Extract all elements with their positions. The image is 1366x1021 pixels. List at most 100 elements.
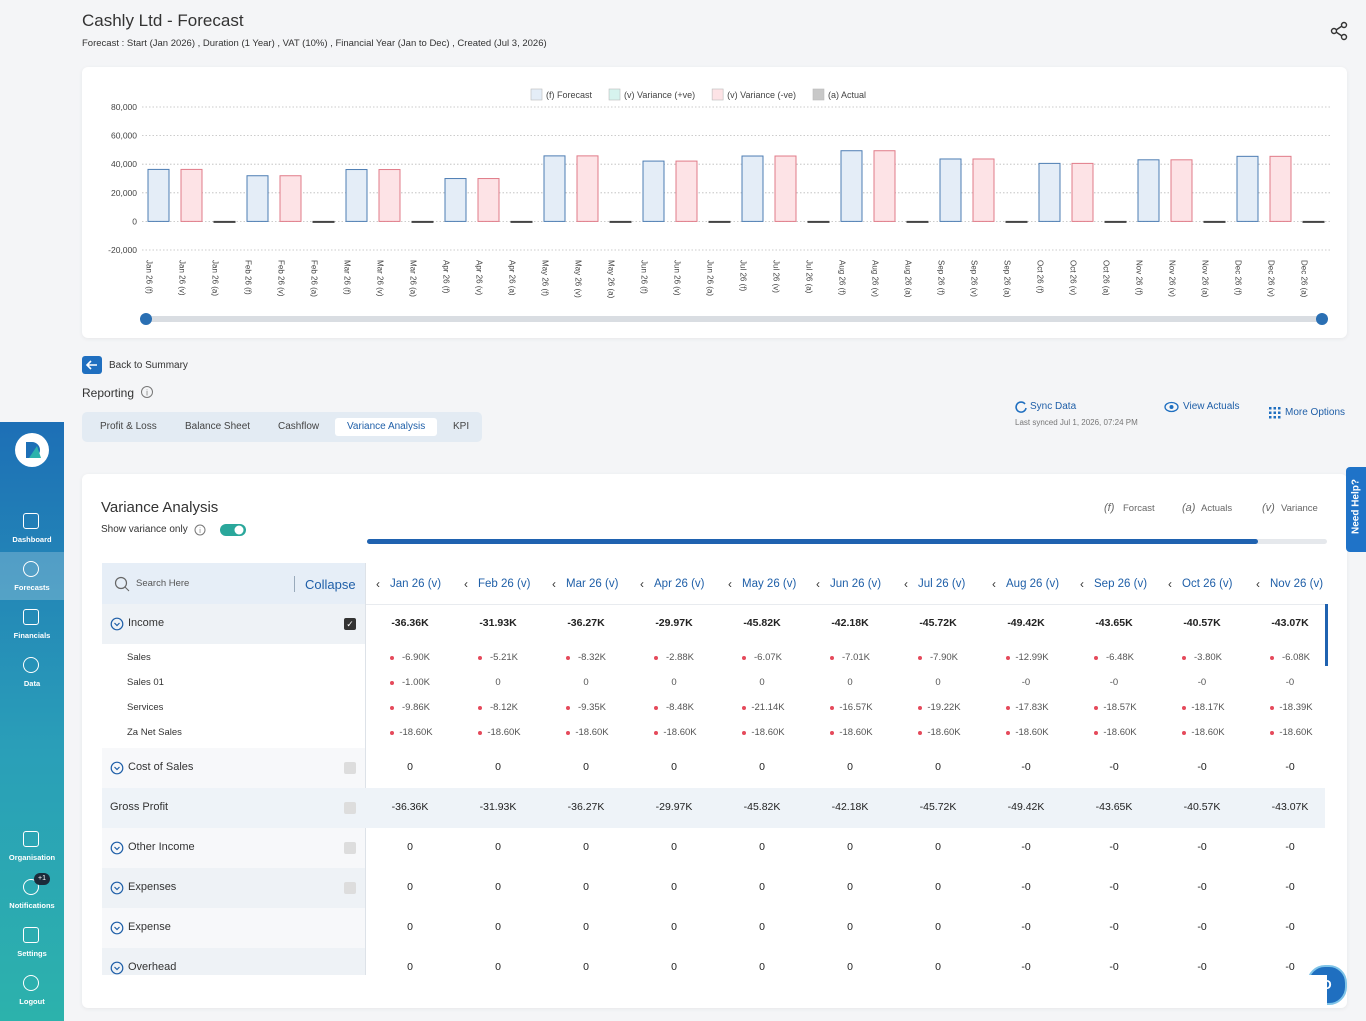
nav-icon[interactable] — [23, 561, 39, 577]
range-handle[interactable] — [140, 313, 152, 325]
row-checkbox[interactable] — [344, 802, 356, 814]
toggle[interactable]: i — [193, 523, 249, 537]
scroll-thumb[interactable] — [367, 539, 1258, 544]
column-header[interactable]: May 26 (v) — [742, 578, 797, 590]
nav-label[interactable]: Logout — [19, 997, 45, 1006]
legend-label: (f) Forecast — [546, 90, 593, 100]
column-header[interactable]: Feb 26 (v) — [478, 578, 531, 590]
bar — [642, 160, 665, 222]
bar — [1236, 155, 1259, 222]
expand-icon[interactable] — [110, 617, 124, 631]
column-header[interactable]: Aug 26 (v) — [1006, 578, 1060, 590]
back-link[interactable]: Back to Summary — [109, 360, 188, 371]
cell-value: -2.88K — [666, 651, 694, 663]
cell-value: 0 — [583, 961, 589, 973]
bar — [444, 178, 467, 222]
variance-dot — [1094, 705, 1098, 710]
cell-value: -18.60K — [927, 726, 961, 738]
cell-value: 0 — [935, 961, 941, 973]
cell-value: 0 — [847, 761, 853, 773]
nav-label[interactable]: Dashboard — [12, 535, 52, 544]
variance-dot — [918, 705, 922, 710]
row-checkbox[interactable] — [344, 882, 356, 894]
variance-dot — [1182, 655, 1186, 660]
nav-icon[interactable] — [23, 609, 39, 625]
nav-icon[interactable] — [23, 831, 39, 847]
column-header[interactable]: Oct 26 (v) — [1182, 578, 1233, 590]
nav-label[interactable]: Financials — [13, 631, 51, 640]
expand-icon[interactable] — [110, 761, 124, 775]
cell-value: 0 — [935, 676, 941, 688]
variance-dot — [566, 705, 570, 710]
bar — [1071, 162, 1094, 222]
report-tab[interactable]: Profit & Loss — [100, 421, 157, 432]
nav-icon[interactable] — [23, 657, 39, 673]
collapse-button[interactable]: Collapse — [305, 577, 356, 592]
v-scroll[interactable] — [1325, 604, 1328, 666]
row-checkbox[interactable]: ✓ — [344, 618, 356, 630]
column-header[interactable]: Jan 26 (v) — [390, 578, 442, 590]
cell-value: -43.65K — [1095, 617, 1133, 629]
column-header[interactable]: Sep 26 (v) — [1094, 578, 1148, 590]
column-header[interactable]: Mar 26 (v) — [566, 578, 619, 590]
logo[interactable] — [15, 433, 49, 467]
cell-value: 0 — [407, 881, 413, 893]
bar — [807, 220, 830, 223]
cell-value: -0 — [1285, 881, 1295, 893]
expand-icon[interactable] — [110, 961, 124, 975]
report-tab[interactable]: Balance Sheet — [185, 421, 251, 432]
help-label[interactable]: Need Help? — [1350, 479, 1362, 535]
column-header[interactable]: Nov 26 (v) — [1270, 578, 1324, 590]
nav-icon[interactable] — [23, 927, 39, 943]
help-tab[interactable]: Need Help? — [1346, 467, 1366, 552]
cell-value: -0 — [1109, 921, 1119, 933]
column-header[interactable]: Jul 26 (v) — [918, 578, 966, 590]
column-header[interactable]: Jun 26 (v) — [830, 578, 882, 590]
cell-value: -6.08K — [1282, 651, 1310, 663]
nav-label[interactable]: Data — [23, 679, 41, 688]
cell-value: -9.35K — [578, 701, 606, 713]
nav-icon[interactable] — [23, 975, 39, 991]
row-checkbox[interactable] — [344, 762, 356, 774]
report-tab[interactable]: Cashflow — [278, 421, 320, 432]
report-tab[interactable]: KPI — [453, 421, 470, 432]
nav-icon[interactable] — [23, 513, 39, 529]
cell-value: -31.93K — [479, 801, 517, 813]
expand-icon[interactable] — [110, 881, 124, 895]
sidebar — [0, 422, 64, 1021]
row-checkbox[interactable] — [344, 842, 356, 854]
column-divider — [365, 563, 366, 975]
search-input[interactable]: Search Here — [136, 578, 190, 589]
nav-icon[interactable] — [23, 879, 39, 895]
report-tab[interactable]: Variance Analysis — [335, 418, 438, 436]
bar — [741, 155, 764, 222]
nav-label[interactable]: Notifications — [9, 901, 55, 910]
expand-icon[interactable] — [110, 841, 124, 855]
cell-value: 0 — [847, 921, 853, 933]
x-tick-label: Sep 26 (a) — [1003, 260, 1012, 298]
view-actuals-button[interactable]: View Actuals — [1183, 401, 1240, 412]
cell-value: -0 — [1285, 761, 1295, 773]
share-icon[interactable] — [1330, 21, 1350, 41]
column-header[interactable]: Apr 26 (v) — [654, 578, 705, 590]
chart: -20,000 0 20,000 40,000 60,000 80,000 (f) Fore… — [108, 88, 1330, 325]
cell-value: -0 — [1109, 676, 1119, 688]
row-bg — [102, 788, 1325, 828]
row-label: Income — [128, 617, 165, 629]
variance-dot — [1006, 655, 1010, 660]
back-button[interactable] — [82, 356, 102, 374]
range-handle[interactable] — [1316, 313, 1328, 325]
nav-label[interactable]: Organisation — [8, 853, 56, 862]
x-tick-label: Nov 26 (a) — [1201, 260, 1210, 298]
bar — [312, 220, 335, 223]
nav-label[interactable]: Settings — [17, 949, 47, 958]
row-item-label: Sales 01 — [127, 676, 164, 688]
sync-button[interactable]: Sync Data — [1030, 401, 1077, 412]
column-chevron: ‹ — [552, 577, 556, 591]
column-chevron: ‹ — [728, 577, 732, 591]
expand-icon[interactable] — [110, 921, 124, 935]
nav-label[interactable]: Forecasts — [14, 583, 50, 592]
cell-value: -0 — [1109, 841, 1119, 853]
x-tick-label: Apr 26 (f) — [442, 260, 451, 294]
more-options-button[interactable]: More Options — [1285, 407, 1346, 418]
